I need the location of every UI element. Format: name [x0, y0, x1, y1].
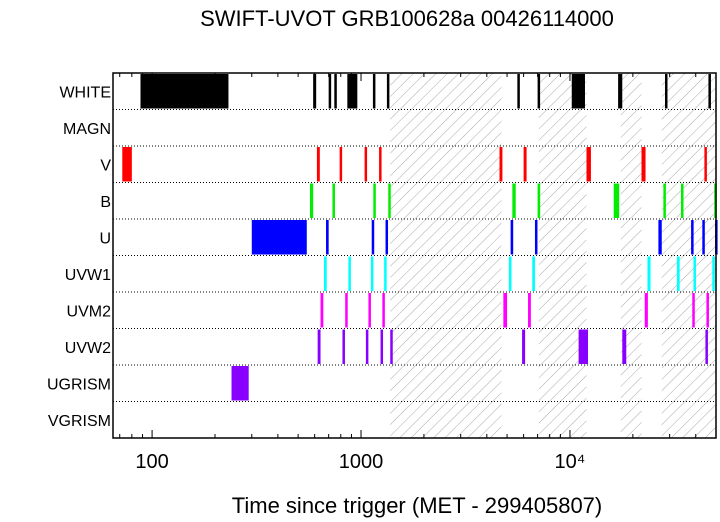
exposure-bar-uvw1 [384, 256, 387, 291]
exposure-bar-v [704, 147, 707, 182]
exposure-bar-white [618, 74, 623, 109]
exposure-bar-white [334, 74, 337, 109]
filter-label-u: U [99, 230, 111, 247]
axes [112, 72, 717, 439]
exposure-bar-v [499, 147, 503, 182]
exposure-bar-white [328, 74, 332, 109]
exposure-bar-v [122, 147, 132, 182]
exposure-bar-uvw2 [365, 329, 369, 364]
exposure-bar-uvm2 [528, 293, 531, 328]
exposure-bar-u [251, 220, 307, 255]
exposure-bar-uvw1 [676, 256, 680, 291]
chart-title: SWIFT-UVOT GRB100628a 00426114000 [200, 6, 614, 31]
filter-label-uvm2: UVM2 [67, 303, 112, 320]
filter-label-magn: MAGN [63, 121, 111, 138]
exposure-bar-uvm2 [692, 293, 695, 328]
exposure-bar-ugrism [231, 366, 249, 401]
exposure-bar-b [512, 183, 516, 218]
exposure-bar-uvw1 [647, 256, 651, 291]
exposure-bar-uvw1 [348, 256, 351, 291]
exposure-bar-uvw1 [532, 256, 535, 291]
exposure-bar-white [537, 74, 541, 109]
exposure-bar-uvw1 [324, 256, 327, 291]
exposure-bar-uvw2 [578, 329, 589, 364]
exposure-bar-uvw2 [705, 329, 708, 364]
filter-label-b: B [100, 194, 111, 211]
exposure-bar-uvw2 [317, 329, 321, 364]
exposure-bar-u [534, 220, 538, 255]
exposure-bar-u [702, 220, 705, 255]
exposure-bar-v [586, 147, 591, 182]
x-axis-label: Time since trigger (MET - 299405807) [232, 493, 603, 518]
x-tick-label: 1000 [339, 451, 384, 473]
x-tick-label: 10⁴ [555, 451, 586, 473]
exposure-bar-b [681, 183, 684, 218]
slew-hatch-layer [390, 73, 716, 438]
filter-label-v: V [100, 157, 111, 174]
exposure-bar-uvw2 [380, 329, 384, 364]
slew-interval-hatch [661, 73, 716, 438]
exposure-bar-v [523, 147, 527, 182]
exposure-bar-white [571, 74, 585, 109]
exposure-bar-uvm2 [368, 293, 371, 328]
exposure-bar-v [379, 147, 382, 182]
exposure-bars-layer [122, 74, 718, 401]
filter-label-ugrism: UGRISM [47, 376, 111, 393]
filter-labels: WHITE MAGN V B U UVW1 UVM2 UVW2 UGRISM VGRISM [47, 84, 111, 430]
exposure-bar-u [510, 220, 514, 255]
exposure-bar-uvw2 [522, 329, 526, 364]
exposure-bar-b [373, 183, 376, 218]
exposure-bar-white [313, 74, 317, 109]
exposure-bar-white [386, 74, 390, 109]
filter-label-uvw1: UVW1 [65, 267, 111, 284]
exposure-bar-uvw1 [508, 256, 512, 291]
exposure-bar-uvw1 [693, 256, 696, 291]
exposure-bar-white [664, 74, 668, 109]
plot-frame [112, 72, 717, 439]
exposure-bar-uvm2 [345, 293, 348, 328]
exposure-bar-b [613, 183, 620, 218]
exposure-bar-white [517, 74, 520, 109]
exposure-bar-u [326, 220, 329, 255]
exposure-bar-uvm2 [320, 293, 324, 328]
exposure-bar-v [339, 147, 343, 182]
exposure-bar-b [388, 183, 391, 218]
exposure-bar-b [332, 183, 335, 218]
exposure-bar-b [663, 183, 666, 218]
exposure-bar-uvw2 [342, 329, 345, 364]
exposure-bar-uvm2 [503, 293, 508, 328]
exposure-bar-u [371, 220, 375, 255]
exposure-bar-white [372, 74, 376, 109]
exposure-bar-b [310, 183, 314, 218]
exposure-bar-white [140, 74, 229, 109]
exposure-bar-uvw1 [370, 256, 374, 291]
filter-label-vgrism: VGRISM [48, 413, 111, 430]
exposure-bar-white [708, 74, 711, 109]
slew-interval-hatch [538, 73, 587, 438]
exposure-bar-v [364, 147, 368, 182]
exposure-bar-b [537, 183, 541, 218]
exposure-bar-uvw2 [622, 329, 627, 364]
filter-label-white: WHITE [59, 84, 111, 101]
slew-interval-hatch [390, 73, 502, 438]
exposure-bar-uvm2 [382, 293, 385, 328]
exposure-bar-u [658, 220, 662, 255]
exposure-bar-uvm2 [644, 293, 648, 328]
exposure-bar-uvm2 [706, 293, 709, 328]
exposure-bar-u [385, 220, 389, 255]
x-tick-label: 100 [135, 451, 168, 473]
exposure-bar-white [347, 74, 358, 109]
filter-label-uvw2: UVW2 [65, 340, 111, 357]
x-ticks: 100 1000 10⁴ [119, 73, 717, 473]
exposure-bar-v [641, 147, 646, 182]
exposure-bar-v [316, 147, 320, 182]
exposure-bar-uvw2 [390, 329, 393, 364]
exposure-bar-u [691, 220, 694, 255]
exposure-bar-uvw1 [712, 256, 715, 291]
